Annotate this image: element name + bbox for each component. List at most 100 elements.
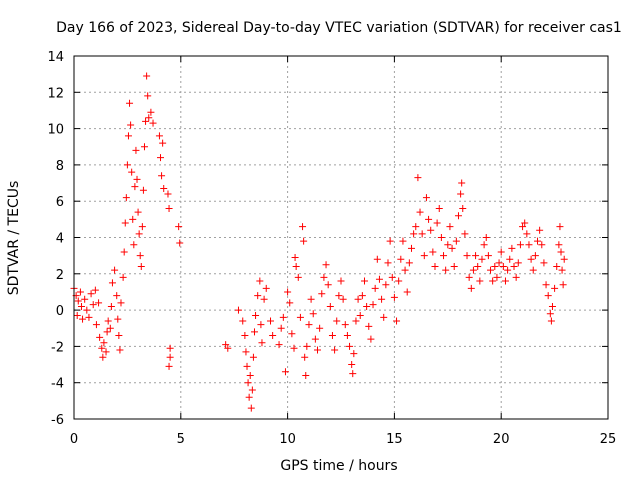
data-point: [98, 344, 106, 352]
data-point: [547, 317, 555, 325]
x-tick-label: 5: [177, 432, 185, 447]
data-point: [339, 295, 347, 303]
data-point: [465, 273, 473, 281]
data-point: [390, 293, 398, 301]
data-point: [256, 277, 264, 285]
data-point: [559, 281, 567, 289]
data-point: [354, 295, 362, 303]
data-point: [131, 183, 139, 191]
data-point: [519, 223, 527, 231]
y-tick-label: -2: [51, 340, 64, 355]
data-point: [157, 154, 165, 162]
data-point: [369, 301, 377, 309]
data-point: [115, 332, 123, 340]
data-point: [87, 290, 95, 298]
data-point: [294, 273, 302, 281]
data-point: [461, 230, 469, 238]
data-point: [516, 241, 524, 249]
data-point: [119, 273, 127, 281]
data-point: [147, 108, 155, 116]
data-point: [142, 117, 150, 125]
data-point: [349, 370, 357, 378]
data-point: [510, 263, 518, 271]
data-point: [139, 186, 147, 194]
data-point: [506, 255, 514, 263]
data-point: [373, 255, 381, 263]
data-point: [277, 324, 285, 332]
data-point: [504, 266, 512, 274]
data-point: [495, 259, 503, 267]
data-point: [299, 223, 307, 231]
data-point: [122, 194, 130, 202]
data-point: [243, 362, 251, 370]
data-point: [463, 252, 471, 260]
data-point: [371, 284, 379, 292]
data-points: [70, 72, 568, 412]
data-point: [367, 335, 375, 343]
data-point: [284, 288, 292, 296]
data-point: [556, 223, 564, 231]
data-point: [248, 386, 256, 394]
data-point: [160, 184, 168, 192]
data-point: [129, 215, 137, 223]
data-point: [123, 161, 131, 169]
data-point: [124, 132, 132, 140]
x-axis-ticks: 0 5 10 15 20 25: [70, 56, 616, 447]
data-point: [257, 321, 265, 329]
data-point: [512, 273, 520, 281]
plot-frame: [73, 55, 609, 420]
data-point: [314, 346, 322, 354]
data-point: [326, 302, 334, 310]
data-point: [393, 317, 401, 325]
data-point: [557, 248, 565, 256]
data-point: [76, 288, 84, 296]
data-point: [333, 317, 341, 325]
data-point: [472, 252, 480, 260]
data-point: [457, 190, 465, 198]
data-point: [136, 252, 144, 260]
data-point: [529, 266, 537, 274]
data-point: [176, 239, 184, 247]
data-point: [260, 295, 268, 303]
data-point: [121, 219, 129, 227]
y-axis-ticks: -6 -4 -2 0 2 4 6 8 10 12 14: [47, 50, 608, 428]
data-point: [290, 344, 298, 352]
data-point: [246, 371, 254, 379]
data-point: [103, 328, 111, 336]
data-point: [335, 292, 343, 300]
data-point: [108, 279, 116, 287]
data-point: [448, 244, 456, 252]
data-point: [474, 263, 482, 271]
data-point: [538, 241, 546, 249]
x-tick-label: 20: [493, 432, 510, 447]
y-tick-label: 0: [56, 304, 64, 319]
y-tick-label: 10: [47, 123, 64, 138]
data-point: [523, 230, 531, 238]
data-point: [382, 281, 390, 289]
data-point: [242, 348, 250, 356]
data-point: [452, 237, 460, 245]
data-point: [239, 317, 247, 325]
data-point: [296, 313, 304, 321]
data-point: [551, 284, 559, 292]
data-point: [286, 299, 294, 307]
data-point: [135, 230, 143, 238]
data-point: [149, 119, 157, 127]
y-tick-label: -6: [51, 413, 64, 428]
data-point: [469, 266, 477, 274]
data-point: [106, 324, 114, 332]
data-point: [482, 234, 490, 241]
data-point: [375, 275, 383, 283]
data-point: [107, 302, 115, 310]
data-point: [499, 263, 507, 271]
data-point: [384, 259, 392, 267]
data-point: [165, 362, 173, 370]
data-point: [555, 241, 563, 249]
data-point: [158, 172, 166, 180]
y-axis-label: SDTVAR / TECUs: [6, 181, 22, 296]
data-point: [245, 393, 253, 401]
data-point: [444, 241, 452, 249]
data-point: [540, 259, 548, 267]
data-point: [378, 295, 386, 303]
y-tick-label: 6: [56, 195, 64, 210]
